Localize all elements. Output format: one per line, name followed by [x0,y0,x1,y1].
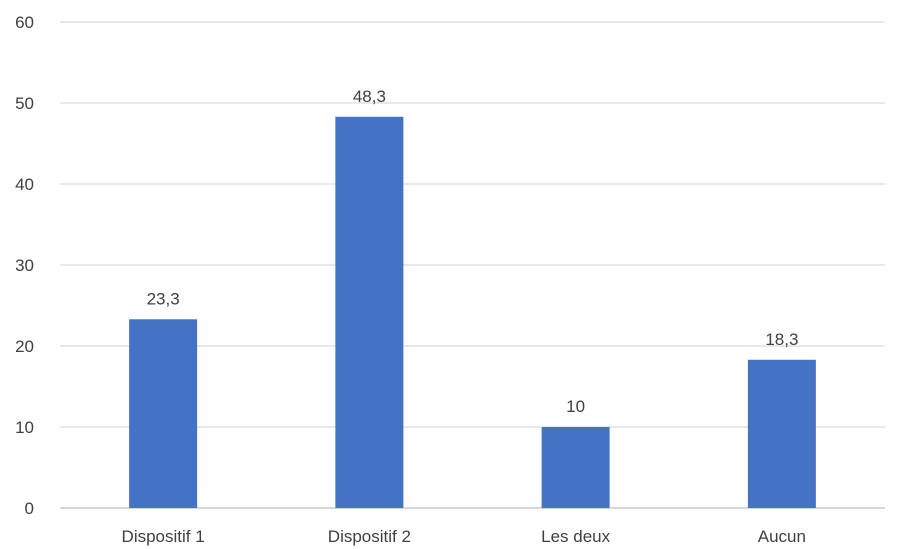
bar [747,359,816,508]
gridlines [60,21,885,509]
bar [335,116,404,509]
x-axis-category-labels: Dispositif 1 Dispositif 2 Les deux Aucun [122,527,806,546]
category-label: Les deux [541,527,610,546]
y-tick-label: 50 [15,94,34,113]
bar [541,427,610,508]
category-label: Dispositif 2 [328,527,411,546]
bars [129,116,816,509]
category-label: Aucun [758,527,806,546]
y-tick-label: 10 [15,418,34,437]
y-axis-tick-labels: 0 10 20 30 40 50 60 [15,13,34,518]
y-tick-label: 30 [15,256,34,275]
category-label: Dispositif 1 [122,527,205,546]
y-tick-label: 60 [15,13,34,32]
bar [129,319,198,508]
y-tick-label: 20 [15,337,34,356]
data-label: 10 [566,397,585,416]
y-tick-label: 40 [15,175,34,194]
data-label: 48,3 [353,87,386,106]
data-label: 23,3 [147,289,180,308]
data-labels: 23,3 48,3 10 18,3 [147,87,799,416]
data-label: 18,3 [765,330,798,349]
y-tick-label: 0 [25,499,34,518]
